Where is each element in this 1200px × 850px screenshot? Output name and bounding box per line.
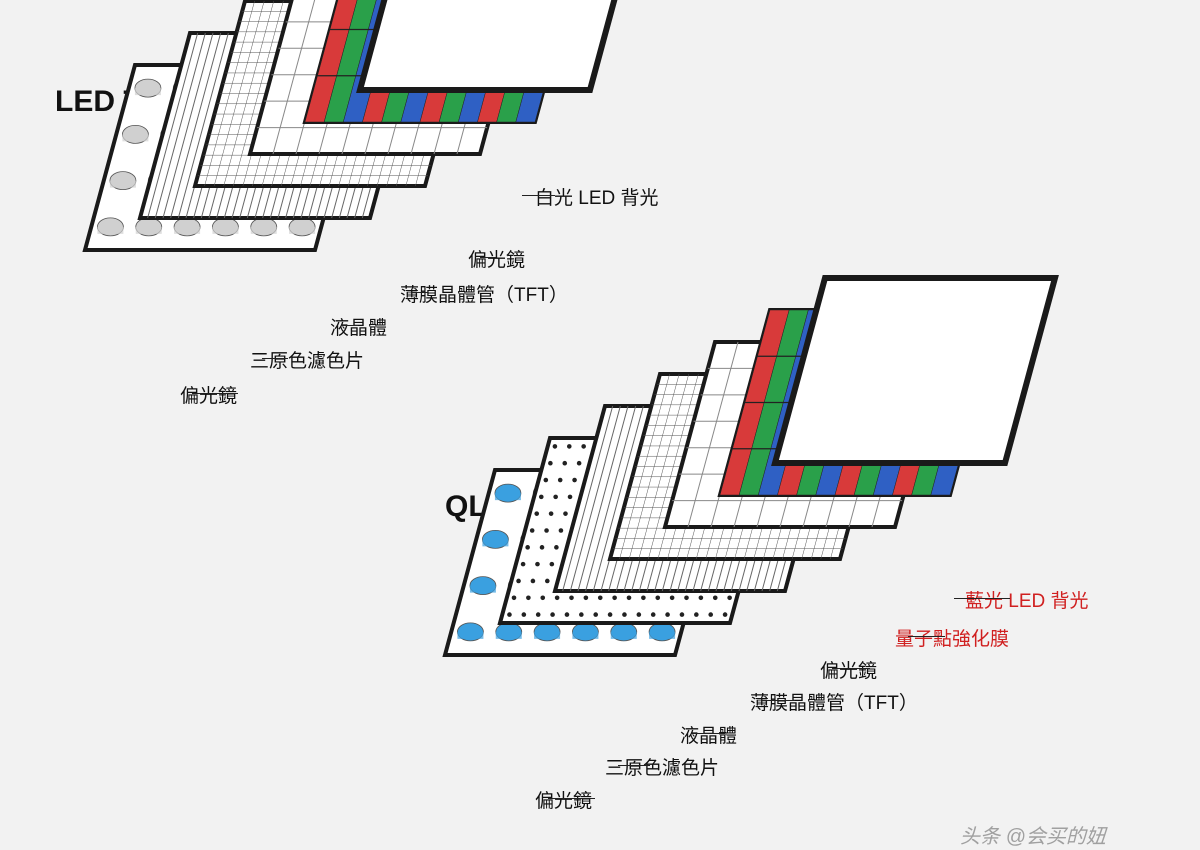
leader-rear-polarizer — [480, 257, 496, 258]
leader-front-polarizer — [548, 798, 595, 799]
label-rear-polarizer: 偏光鏡 — [820, 656, 877, 683]
label-backlight: 藍光 LED 背光 — [965, 586, 1089, 613]
layer-front-polarizer — [355, 0, 655, 105]
label-tft: 薄膜晶體管（TFT） — [400, 280, 568, 307]
leader-qd-film — [908, 636, 945, 637]
label-liquid-crystal: 液晶體 — [330, 313, 387, 340]
label-front-polarizer: 偏光鏡 — [180, 381, 237, 408]
leader-liquid-crystal — [692, 733, 725, 734]
label-rear-polarizer: 偏光鏡 — [468, 245, 525, 272]
watermark-text: 头条 @会买的妞 — [960, 820, 1106, 849]
layer-front-polarizer — [770, 273, 1070, 478]
leader-tft — [762, 700, 795, 701]
leader-color-filter — [262, 358, 288, 359]
leader-liquid-crystal — [342, 325, 358, 326]
leader-front-polarizer — [192, 393, 238, 394]
leader-color-filter — [618, 765, 650, 766]
label-color-filter: 三原色濾色片 — [250, 346, 364, 373]
label-qd-film: 量子點強化膜 — [895, 624, 1009, 651]
label-front-polarizer: 偏光鏡 — [535, 786, 592, 813]
label-tft: 薄膜晶體管（TFT） — [750, 688, 918, 715]
leader-rear-polarizer — [832, 668, 870, 669]
leader-backlight — [954, 598, 1010, 599]
leader-tft — [412, 292, 428, 293]
leader-backlight — [522, 195, 555, 196]
label-color-filter: 三原色濾色片 — [605, 753, 719, 780]
label-liquid-crystal: 液晶體 — [680, 721, 737, 748]
label-backlight: 白光 LED 背光 — [535, 183, 659, 210]
